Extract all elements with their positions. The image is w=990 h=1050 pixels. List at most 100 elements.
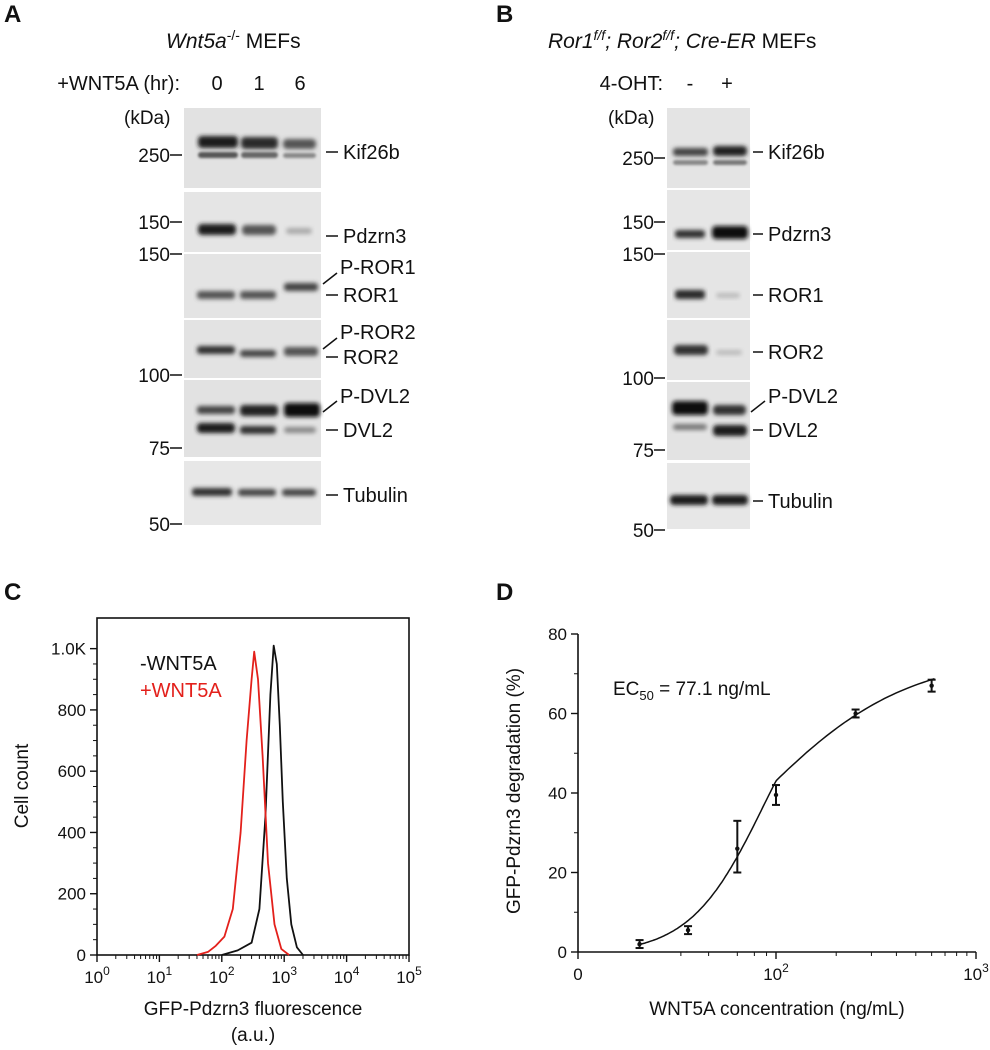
panel-d-ylabel: GFP-Pdzrn3 degradation (%) bbox=[504, 668, 525, 914]
panel-c-xlabel-units: (a.u.) bbox=[231, 1025, 275, 1046]
panel-c-xtick-label: 104 bbox=[334, 964, 360, 987]
bands-a bbox=[192, 136, 320, 496]
panel-a-marker-75: 75 bbox=[149, 439, 170, 460]
point-marker bbox=[929, 683, 934, 688]
panel-a-band-ror2: ROR2 bbox=[343, 347, 399, 369]
panel-c-ytick-label: 600 bbox=[58, 762, 86, 781]
panel-b-marker-100: 100 bbox=[622, 369, 654, 390]
panel-b-title-gene2: ; Ror2 bbox=[605, 30, 663, 53]
blot-a-dvl2 bbox=[184, 380, 321, 457]
panel-a-band-p-dvl2: P-DVL2 bbox=[340, 386, 410, 408]
panel-d-ytick-label: 80 bbox=[548, 625, 567, 644]
panel-d-ytick-label: 40 bbox=[548, 784, 567, 803]
panel-b-marker-150a: 150 bbox=[622, 213, 654, 234]
data-point bbox=[772, 784, 780, 806]
panel-d-ytick-label: 0 bbox=[558, 943, 567, 962]
point-marker bbox=[773, 792, 779, 798]
panel-b-title-gene3: ; Cre-ER bbox=[674, 30, 756, 53]
panel-d-xlabel: WNT5A concentration (ng/mL) bbox=[649, 999, 905, 1020]
panel-c-xtick-label: 102 bbox=[209, 964, 235, 987]
panel-b-kda-label: (kDa) bbox=[608, 108, 654, 129]
point-marker bbox=[853, 711, 858, 716]
panel-c-ytick-label: 0 bbox=[77, 946, 86, 965]
panel-a-treatment-label: +WNT5A (hr): bbox=[57, 73, 180, 95]
panel-b-title-gene1: Ror1 bbox=[548, 30, 594, 53]
panel-d-annotation: EC50 = 77.1 ng/mL bbox=[613, 679, 771, 703]
panel-a-marker-150b: 150 bbox=[138, 245, 170, 266]
panel-d-xtick-label: 0 bbox=[573, 965, 582, 984]
panel-b-band-kif26b: Kif26b bbox=[768, 142, 825, 164]
panel-b-blots bbox=[667, 108, 750, 529]
panel-b-band-ror2: ROR2 bbox=[768, 342, 824, 364]
panel-a-band-pdzrn3: Pdzrn3 bbox=[343, 226, 406, 248]
panel-a-title-gene: Wnt5a bbox=[166, 30, 227, 53]
data-point bbox=[684, 925, 693, 936]
point-marker bbox=[685, 927, 691, 933]
panel-a-kda-label: (kDa) bbox=[124, 108, 170, 129]
blot-a-pdzrn3 bbox=[184, 192, 321, 252]
panel-d-xtick-label: 102 bbox=[763, 961, 789, 984]
panel-c-xlabel: GFP-Pdzrn3 fluorescence bbox=[144, 999, 363, 1020]
panel-c-ytick-label: 800 bbox=[58, 701, 86, 720]
panel-b-band-dvl2: DVL2 bbox=[768, 420, 818, 442]
panel-c-legend-minus: -WNT5A bbox=[140, 653, 217, 675]
panel-c-xtick-label: 105 bbox=[396, 964, 422, 987]
panel-a-lane-0: 0 bbox=[211, 73, 222, 95]
panel-b-band-p-dvl2: P-DVL2 bbox=[768, 386, 838, 408]
panel-b-lane-0: - bbox=[687, 73, 694, 95]
panel-c-ytick-label: 400 bbox=[58, 823, 86, 842]
panel-b-title: Ror1f/f; Ror2f/f; Cre-ER MEFs bbox=[548, 27, 816, 53]
data-point bbox=[635, 939, 644, 950]
panel-b: B Ror1f/f; Ror2f/f; Cre-ER MEFs 4-OHT: -… bbox=[496, 1, 838, 542]
bands-b bbox=[670, 146, 748, 505]
blot-b-ror1 bbox=[667, 252, 750, 318]
panel-a-band-dvl2: DVL2 bbox=[343, 420, 393, 442]
blot-b-dvl2 bbox=[667, 382, 750, 460]
fit-curve bbox=[637, 677, 935, 946]
panel-d-label: D bbox=[496, 579, 513, 606]
panel-c-legend-plus: +WNT5A bbox=[140, 680, 222, 702]
panel-a-title: Wnt5a-/- MEFs bbox=[166, 27, 301, 53]
panel-d-xtick-label: 103 bbox=[963, 961, 989, 984]
panel-a-band-p-ror2: P-ROR2 bbox=[340, 322, 416, 344]
panel-a-band-ror1: ROR1 bbox=[343, 285, 399, 307]
series-minus-wnt5a bbox=[221, 644, 304, 956]
panel-a: A Wnt5a-/- MEFs +WNT5A (hr): 0 1 6 (kDa) bbox=[4, 1, 416, 536]
panel-a-marker-100: 100 bbox=[138, 366, 170, 387]
panel-c-ytick-label: 1.0K bbox=[51, 640, 87, 659]
data-point bbox=[927, 678, 936, 693]
panel-a-marker-50: 50 bbox=[149, 515, 170, 536]
panel-a-lane-2: 6 bbox=[294, 73, 305, 95]
panel-b-band-tubulin: Tubulin bbox=[768, 491, 833, 513]
panel-b-band-pdzrn3: Pdzrn3 bbox=[768, 224, 831, 246]
panel-a-band-p-ror1: P-ROR1 bbox=[340, 257, 416, 279]
panel-c-ticks: 100 101 102 103 104 105 0 200 400 600 800 1.0K bbox=[51, 640, 422, 987]
panel-c-ylabel: Cell count bbox=[12, 743, 33, 828]
series-plus-wnt5a bbox=[196, 650, 290, 956]
panel-a-lane-1: 1 bbox=[253, 73, 264, 95]
panel-a-marker-250: 250 bbox=[138, 146, 170, 167]
panel-d: D 0 20 40 60 80 0 102 103 EC50 = 77.1 ng/mL GFP… bbox=[496, 579, 989, 1020]
panel-d-points bbox=[635, 678, 936, 950]
panel-d-ytick-label: 60 bbox=[548, 705, 567, 724]
panel-c-xtick-label: 100 bbox=[84, 964, 110, 987]
panel-d-annotation-sub: 50 bbox=[639, 688, 653, 703]
panel-b-marker-150b: 150 bbox=[622, 245, 654, 266]
point-marker bbox=[735, 846, 740, 851]
panel-b-title-sup1: f/f bbox=[594, 27, 608, 43]
panel-c-ytick-label: 200 bbox=[58, 885, 86, 904]
panel-a-label: A bbox=[4, 1, 21, 28]
panel-b-label: B bbox=[496, 1, 513, 28]
panel-a-title-sup: -/- bbox=[227, 27, 241, 43]
panel-d-ticks: 0 20 40 60 80 0 102 103 bbox=[548, 625, 989, 984]
panel-b-marker-50: 50 bbox=[633, 521, 654, 542]
panel-c-label: C bbox=[4, 579, 21, 606]
panel-b-marker-75: 75 bbox=[633, 441, 654, 462]
panel-d-annotation-rest: = 77.1 ng/mL bbox=[654, 679, 771, 700]
panel-b-treatment-label: 4-OHT: bbox=[600, 73, 663, 95]
panel-b-band-ror1: ROR1 bbox=[768, 285, 824, 307]
data-point bbox=[851, 708, 860, 719]
panel-d-annotation-prefix: EC bbox=[613, 679, 639, 700]
panel-c-series bbox=[196, 644, 304, 956]
